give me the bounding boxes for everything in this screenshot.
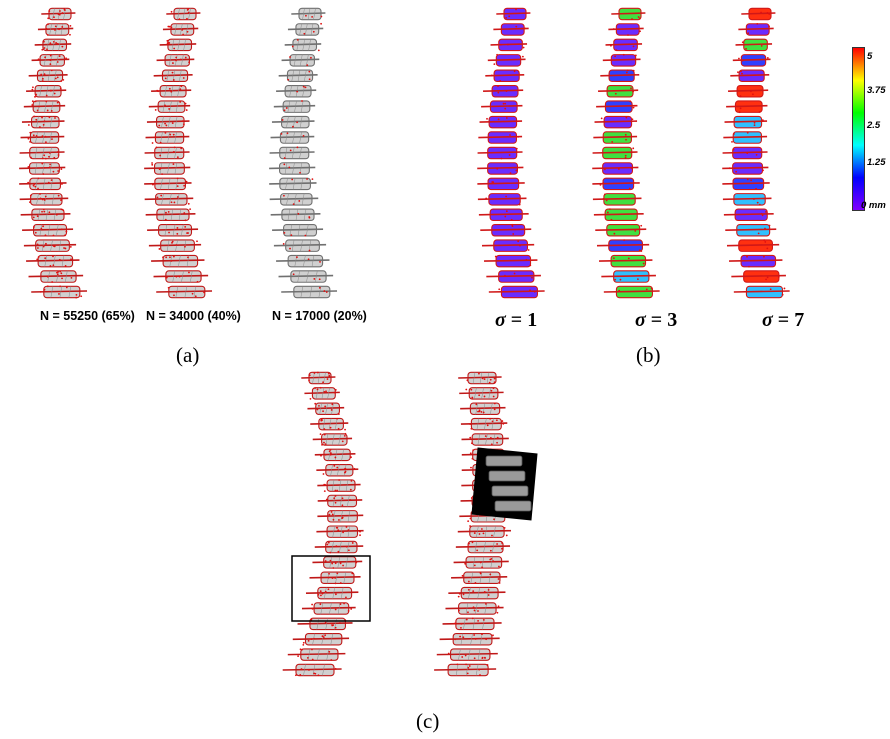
spine-render-right <box>434 371 512 677</box>
spine-render-1 <box>19 7 88 299</box>
spine-render-2 <box>144 7 213 299</box>
error-map-spine-3 <box>722 7 790 299</box>
colorbar-tick: 2.5 <box>867 120 881 131</box>
sigma-label-1: σ = 1 <box>495 309 537 332</box>
colorbar-tick: 1.25 <box>867 157 886 168</box>
sigma-value: 7 <box>794 309 805 331</box>
panel-a-spine-renders <box>19 7 338 299</box>
region-highlight-box <box>291 555 371 622</box>
colorbar-tick: 0 mm <box>861 200 886 211</box>
sigma-equals: = <box>645 309 668 331</box>
sigma-value: 1 <box>527 309 538 331</box>
spine-caption-20: N = 17000 (20%) <box>272 309 367 323</box>
colorbar-tick: 5 <box>867 51 873 62</box>
error-map-spine-1 <box>477 7 545 299</box>
sigma-symbol: σ <box>495 309 506 331</box>
colorbar-tick: 3.75 <box>867 85 886 96</box>
error-map-spine-2 <box>592 7 660 299</box>
panel-c-label: (c) <box>416 709 440 733</box>
spine-render-3 <box>269 7 338 299</box>
panel-b-label: (b) <box>636 343 661 367</box>
panel-c-spine-renders <box>282 371 538 677</box>
spine-caption-40: N = 34000 (40%) <box>146 309 241 323</box>
sigma-symbol: σ <box>635 309 646 331</box>
sigma-label-3: σ = 3 <box>635 309 677 332</box>
panel-b-error-maps <box>477 7 790 299</box>
extracted-volume <box>471 447 538 521</box>
sigma-symbol: σ <box>762 309 773 331</box>
panel-a-label: (a) <box>176 343 200 367</box>
sigma-equals: = <box>505 309 528 331</box>
error-colorbar <box>852 47 865 211</box>
sigma-value: 3 <box>667 309 678 331</box>
spine-render-left <box>282 371 364 677</box>
spine-caption-65: N = 55250 (65%) <box>40 309 135 323</box>
sigma-equals: = <box>772 309 795 331</box>
sigma-label-7: σ = 7 <box>762 309 804 332</box>
